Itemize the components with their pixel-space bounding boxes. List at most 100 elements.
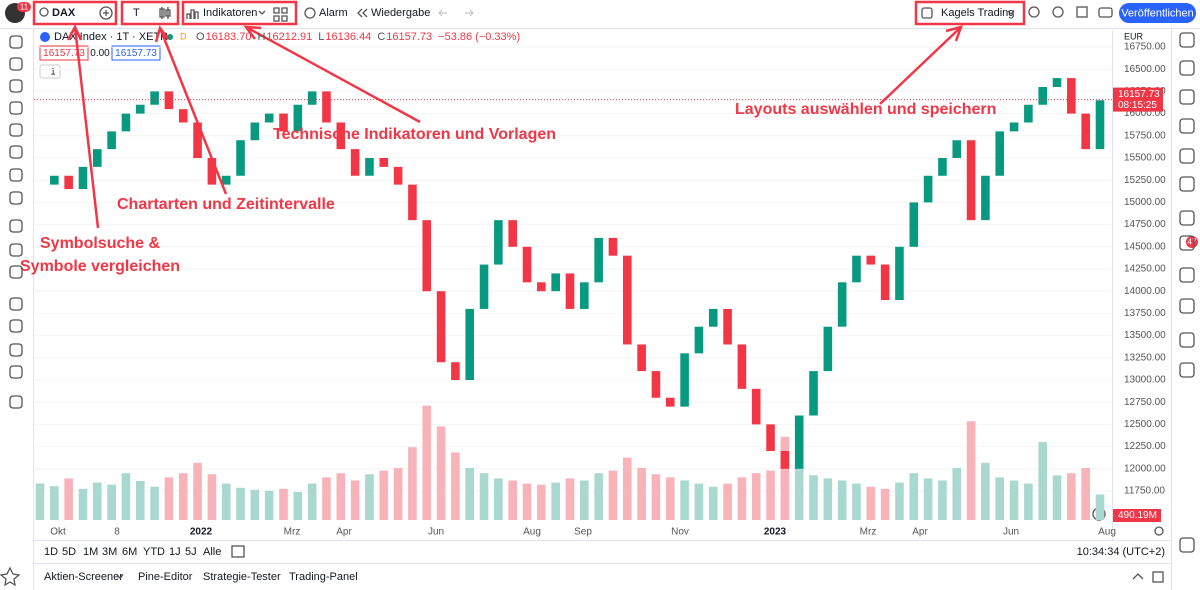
drawing-tool[interactable] xyxy=(9,395,23,409)
y-tick-label: 16750.00 xyxy=(1124,42,1166,53)
clock: 10:34:34 (UTC+2) xyxy=(1077,546,1165,558)
candle xyxy=(264,113,274,123)
candle xyxy=(221,175,231,185)
drawing-tool[interactable] xyxy=(9,265,23,279)
timeframe-button[interactable]: 1J xyxy=(169,546,181,558)
drawing-tool[interactable] xyxy=(9,79,23,93)
replay-button[interactable]: Wiedergabe xyxy=(371,7,430,19)
volume-bar xyxy=(623,457,632,520)
collapse-button[interactable] xyxy=(39,64,61,79)
compare-button[interactable] xyxy=(99,6,113,20)
volume-bar xyxy=(694,483,704,520)
volume-bar xyxy=(107,484,116,520)
ask-box[interactable] xyxy=(111,45,161,61)
drawing-tool[interactable] xyxy=(9,243,23,257)
sidebar-tool[interactable] xyxy=(1179,235,1195,251)
settings[interactable] xyxy=(1052,6,1064,18)
favorites[interactable] xyxy=(0,566,21,587)
timeframe-button[interactable]: 1M xyxy=(83,546,98,558)
volume-bar xyxy=(236,487,245,520)
volume-bar xyxy=(250,489,260,520)
screenshot[interactable] xyxy=(1098,7,1113,18)
volume-label: 490.19M xyxy=(1118,510,1157,521)
volume-bar xyxy=(580,480,589,520)
indicators-button[interactable]: Indikatoren xyxy=(203,7,257,19)
candle xyxy=(64,175,73,190)
ohlc-value: 16136.44 xyxy=(325,31,371,43)
drawing-tool[interactable] xyxy=(9,219,23,233)
volume-bar xyxy=(809,475,818,520)
candle xyxy=(494,220,503,265)
timeframe-button[interactable]: 5D xyxy=(62,546,76,558)
drawing-tool[interactable] xyxy=(9,343,23,357)
layout-button[interactable]: Kagels Trading xyxy=(941,7,1014,19)
volume-bar xyxy=(293,491,303,520)
drawing-tool[interactable] xyxy=(9,35,23,49)
volume-bar xyxy=(723,483,732,520)
sidebar-tool[interactable] xyxy=(1179,148,1195,164)
notification-count: 11 xyxy=(20,3,29,12)
drawing-tool[interactable] xyxy=(9,168,23,182)
sidebar-tool[interactable] xyxy=(1179,332,1195,348)
drawing-tool[interactable] xyxy=(9,365,23,379)
alarm-button[interactable]: Alarm xyxy=(319,7,348,19)
candle xyxy=(379,158,389,167)
symbol[interactable]: DAX xyxy=(52,7,76,19)
timeframe-button[interactable]: 5J xyxy=(185,546,197,558)
candle xyxy=(164,91,174,110)
candle xyxy=(651,371,661,398)
fullscreen[interactable] xyxy=(1076,6,1088,18)
drawing-tool[interactable] xyxy=(9,57,23,71)
volume-bar xyxy=(852,483,861,520)
candle xyxy=(1038,86,1047,105)
y-tick-label: 15250.00 xyxy=(1124,175,1166,186)
bottom-tab[interactable]: Aktien-Screener xyxy=(44,571,123,583)
templates-button[interactable] xyxy=(273,7,288,22)
chart-type-button[interactable] xyxy=(159,7,171,19)
annotation-shapes xyxy=(32,0,1026,229)
drawing-tool[interactable] xyxy=(9,297,23,311)
sidebar-tool[interactable] xyxy=(1179,210,1195,226)
currency[interactable]: EUR xyxy=(1124,31,1144,41)
sidebar-tool[interactable] xyxy=(1179,537,1195,553)
timeframe-button[interactable]: 3M xyxy=(102,546,117,558)
annotation-box xyxy=(181,0,298,26)
drawing-tool[interactable] xyxy=(9,145,23,159)
sidebar-tool[interactable] xyxy=(1179,298,1195,314)
redo-button[interactable] xyxy=(465,9,474,17)
candle xyxy=(307,91,317,105)
sidebar-tool[interactable] xyxy=(1179,267,1195,283)
y-tick-label: 12750.00 xyxy=(1124,397,1166,408)
go-to-date[interactable] xyxy=(231,545,245,558)
candle xyxy=(1067,78,1076,114)
volume-bar xyxy=(938,480,947,520)
candle xyxy=(623,255,632,345)
drawing-tool[interactable] xyxy=(9,123,23,137)
undo-button[interactable] xyxy=(438,9,447,17)
collapse-panel[interactable] xyxy=(1132,573,1144,580)
sidebar-tool[interactable] xyxy=(1179,89,1195,105)
timeframe-button[interactable]: YTD xyxy=(143,546,165,558)
timeframe-button[interactable]: 6M xyxy=(122,546,137,558)
timeframe-button[interactable]: Alle xyxy=(203,546,221,558)
publish-button[interactable] xyxy=(1119,3,1196,23)
bid-box[interactable] xyxy=(39,45,89,61)
bottom-tab[interactable]: Trading-Panel xyxy=(289,571,358,583)
maximize-panel[interactable] xyxy=(1152,571,1164,583)
sidebar-tool[interactable] xyxy=(1179,176,1195,192)
bottom-tab[interactable]: Pine-Editor xyxy=(138,571,193,583)
interval[interactable]: T xyxy=(133,7,140,19)
drawing-tool[interactable] xyxy=(9,319,23,333)
sidebar-tool[interactable] xyxy=(1179,118,1195,134)
quick-search[interactable] xyxy=(1028,6,1040,18)
sidebar-tool[interactable] xyxy=(1179,362,1195,378)
bottom-tab[interactable]: Strategie-Tester xyxy=(203,571,281,583)
timeframe-button[interactable]: 1D xyxy=(44,546,58,558)
sidebar-tool[interactable] xyxy=(1179,32,1195,48)
annotation-text: Layouts auswählen und speichern xyxy=(735,101,996,118)
sidebar-tool[interactable] xyxy=(1179,60,1195,76)
axis-settings[interactable] xyxy=(1154,526,1164,536)
drawing-tool[interactable] xyxy=(9,191,23,205)
drawing-tool[interactable] xyxy=(9,101,23,115)
candle xyxy=(637,344,646,372)
